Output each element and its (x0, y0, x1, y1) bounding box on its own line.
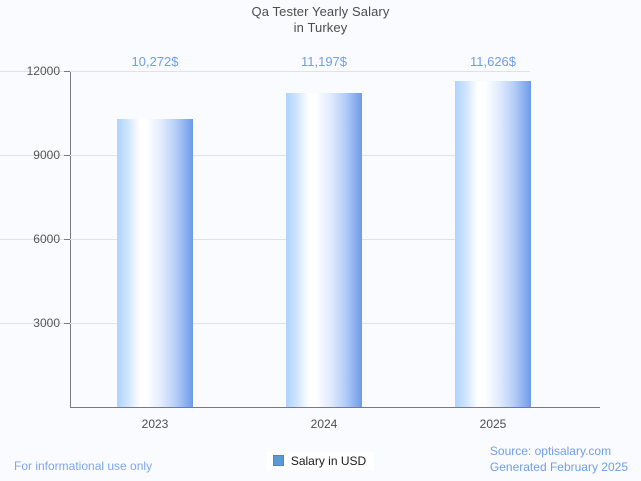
y-tick-label-6000: 6000 (33, 232, 60, 246)
bar-2025[interactable] (455, 81, 531, 407)
chart-title-line1: Qa Tester Yearly Salary (251, 4, 390, 19)
bar-2024[interactable] (286, 93, 362, 407)
x-tick-label-2025: 2025 (479, 417, 507, 431)
gridline-3000 (0, 323, 530, 324)
y-tick-label-12000: 12000 (26, 64, 60, 78)
legend-item-label: Salary in USD (290, 454, 367, 468)
footer-disclaimer: For informational use only (14, 459, 153, 473)
chart-title: Qa Tester Yearly Salary in Turkey (0, 4, 641, 36)
gridline-6000 (0, 239, 530, 240)
bar-2023[interactable] (117, 119, 193, 407)
y-tick-mark-6000 (64, 239, 70, 240)
y-tick-mark-12000 (64, 71, 70, 72)
bar-value-label-2023: 10,272$ (131, 54, 179, 69)
chart-title-line2: in Turkey (293, 20, 348, 35)
footer-source-block: Source: optisalary.com Generated Februar… (490, 444, 628, 475)
chart-legend: Salary in USD (0, 452, 641, 471)
x-axis-line (70, 407, 600, 408)
legend-swatch-icon (272, 454, 284, 466)
y-tick-mark-9000 (64, 155, 70, 156)
y-tick-label-3000: 3000 (33, 316, 60, 330)
footer-source: Source: optisalary.com (489, 444, 612, 458)
y-tick-label-9000: 9000 (33, 148, 60, 162)
footer-generated: Generated February 2025 (489, 459, 628, 474)
legend-item-salary[interactable]: Salary in USD (266, 452, 375, 471)
y-tick-mark-3000 (64, 323, 70, 324)
bar-value-label-2025: 11,626$ (469, 54, 517, 69)
gridline-9000 (0, 155, 530, 156)
gridline-12000 (0, 71, 530, 72)
bar-value-label-2024: 11,197$ (300, 54, 348, 69)
x-tick-label-2023: 2023 (141, 417, 169, 431)
x-tick-label-2024: 2024 (310, 417, 338, 431)
